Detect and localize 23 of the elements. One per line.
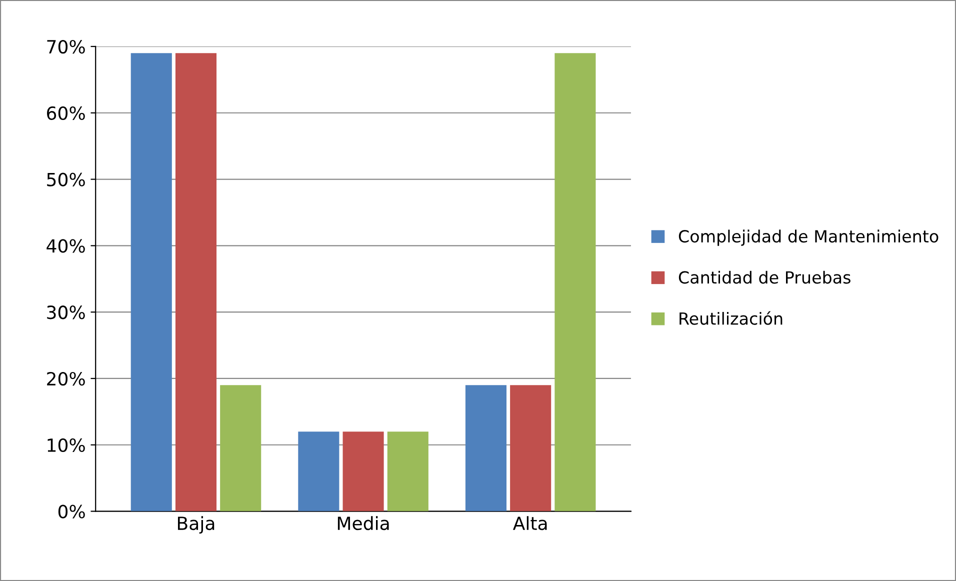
y-tick-label: 20% [47, 372, 85, 386]
y-tick-label: 60% [47, 106, 85, 120]
legend-label: Reutilización [680, 311, 782, 325]
legend-label: Complejidad de Mantenimiento [678, 230, 938, 246]
y-tick-label: 30% [47, 306, 85, 320]
bar [387, 432, 428, 512]
y-tick-label: 50% [47, 172, 85, 186]
bar [342, 432, 384, 512]
x-tick-label: Media [338, 516, 389, 530]
bar [554, 53, 596, 512]
y-tick-label: 40% [46, 239, 85, 253]
bar [465, 385, 506, 512]
y-tick-label: 70% [47, 40, 85, 54]
bar [510, 385, 552, 512]
bar [130, 53, 172, 512]
x-tick-label: Alta [512, 516, 547, 530]
y-tick-label: 0% [58, 504, 85, 518]
bar [220, 385, 262, 512]
bar [298, 432, 340, 512]
x-tick-label: Baja [178, 516, 214, 534]
legend-label: Cantidad de Pruebas [678, 270, 850, 284]
bar [175, 53, 216, 512]
y-tick-label: 10% [48, 438, 85, 452]
